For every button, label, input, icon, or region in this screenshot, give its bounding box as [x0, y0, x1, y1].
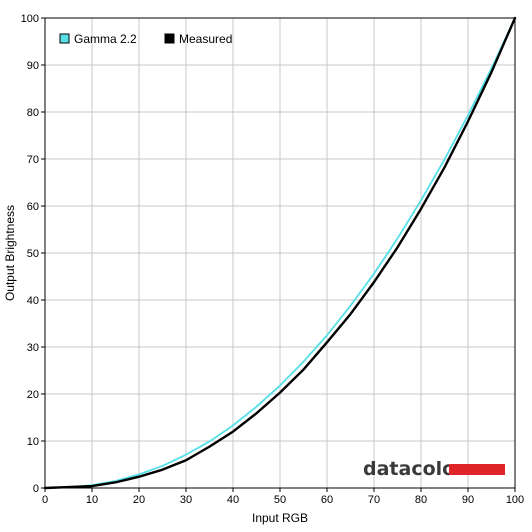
- x-tick-label: 0: [42, 494, 48, 506]
- y-tick-label: 100: [21, 13, 39, 25]
- datacolor-logo-text: datacolor: [363, 458, 465, 480]
- datacolor-logo: datacolor: [363, 458, 505, 480]
- legend-swatch-measured: [164, 33, 175, 44]
- x-tick-labels: 0 10 20 30 40 50 60 70 80 90 100: [42, 494, 524, 506]
- series-line-measured: [43, 16, 517, 490]
- y-tick-label: 0: [33, 483, 39, 495]
- x-axis-title: Input RGB: [252, 511, 308, 525]
- y-tick-label: 90: [27, 60, 39, 72]
- series-lines: [43, 16, 517, 490]
- x-tick-label: 70: [368, 494, 380, 506]
- series-line-gamma-2-2: [44, 17, 516, 489]
- x-tick-label: 60: [321, 494, 333, 506]
- y-tick-label: 50: [27, 248, 39, 260]
- x-tick-label: 90: [462, 494, 474, 506]
- legend-label-gamma: Gamma 2.2: [74, 32, 137, 46]
- y-tick-label: 30: [27, 342, 39, 354]
- y-axis-title: Output Brightness: [3, 205, 17, 301]
- y-tick-labels: 0 10 20 30 40 50 60 70 80 90 100: [21, 13, 39, 495]
- y-tick-label: 70: [27, 154, 39, 166]
- y-tick-label: 60: [27, 201, 39, 213]
- x-tick-label: 30: [180, 494, 192, 506]
- axis-ticks: [41, 17, 516, 492]
- x-tick-label: 40: [227, 494, 239, 506]
- x-tick-label: 10: [86, 494, 98, 506]
- y-tick-label: 20: [27, 389, 39, 401]
- y-tick-label: 10: [27, 436, 39, 448]
- plot-frame: [44, 17, 516, 489]
- x-tick-label: 20: [133, 494, 145, 506]
- x-tick-label: 50: [274, 494, 286, 506]
- datacolor-logo-bar: [449, 464, 505, 475]
- legend-label-measured: Measured: [179, 32, 232, 46]
- y-tick-label: 80: [27, 107, 39, 119]
- legend: Gamma 2.2 Measured: [59, 32, 232, 46]
- legend-swatch-gamma: [59, 33, 70, 44]
- y-tick-label: 40: [27, 295, 39, 307]
- x-tick-label: 100: [506, 494, 524, 506]
- x-tick-label: 80: [415, 494, 427, 506]
